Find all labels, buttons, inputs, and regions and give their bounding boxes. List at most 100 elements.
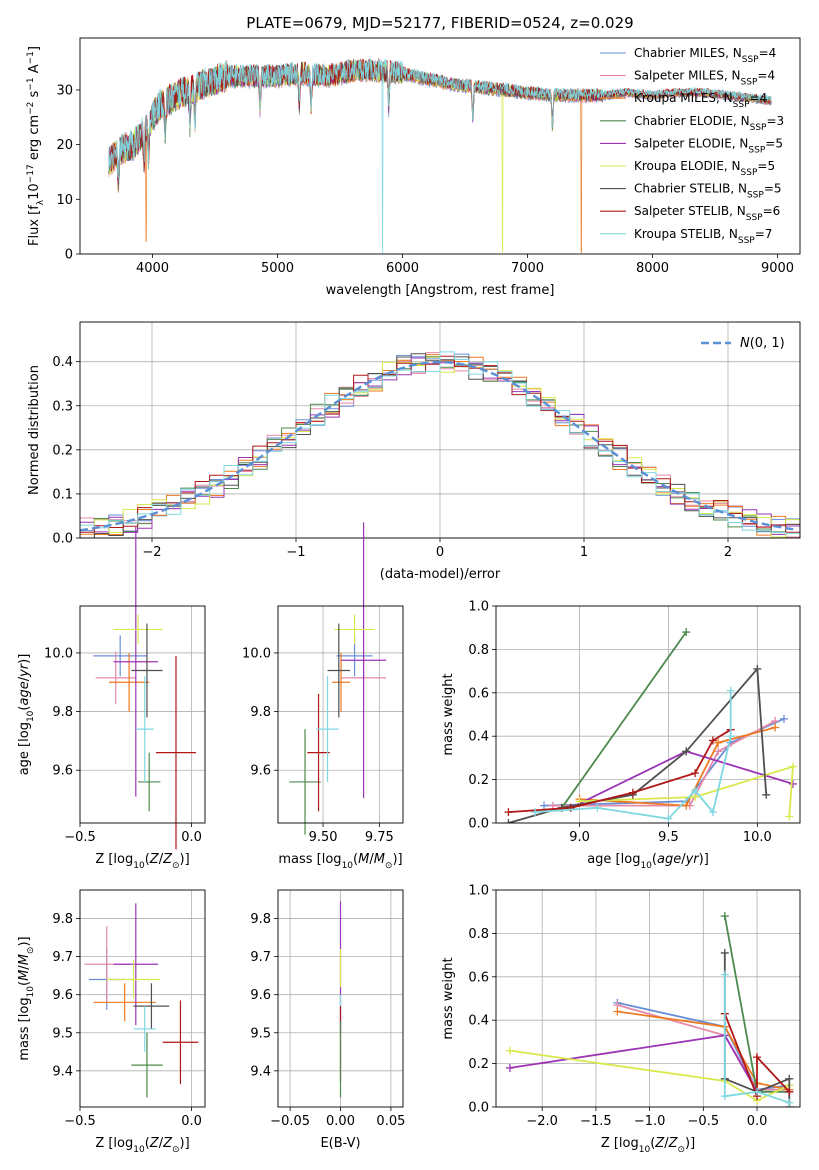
residuals-xtick-label: 0 (436, 545, 444, 560)
age-vs-Z-point-chabrier-stelib (131, 623, 163, 718)
mass-weight-vs-Z-ytick-label: 0.6 (468, 970, 489, 985)
residuals-xtick-label: 1 (580, 545, 588, 560)
mass-weight-vs-Z-ytick-label: 0.2 (468, 1057, 489, 1072)
mass-weight-vs-Z-marker (753, 1087, 762, 1096)
mass-weight-vs-Z-marker (720, 948, 729, 957)
mass-weight-vs-Z-series (505, 912, 794, 1107)
mass-weight-vs-Z-marker (785, 1098, 794, 1107)
spectrum-ytick-label: 20 (56, 138, 73, 153)
mass-weight-vs-Z-xtick-label: −2.0 (526, 1114, 558, 1129)
age-vs-mass-xlabel: mass [log10(M/M⊙)] (278, 852, 402, 871)
mass-weight-vs-Z-marker (505, 1046, 514, 1055)
legend-entry: Chabrier MILES, NSSP=4 (634, 46, 776, 65)
mass-weight-vs-age-marker (531, 808, 540, 817)
spectrum-xtick-label: 7000 (511, 261, 544, 276)
mass-weight-vs-age-ytick-label: 0.2 (468, 773, 489, 788)
mass-vs-Z-point-chabrier-elodie (131, 1032, 163, 1098)
mass-weight-vs-age-marker (504, 808, 513, 817)
age-vs-Z-point-chabrier-elodie (138, 752, 161, 812)
mass-weight-vs-Z-path (617, 1001, 790, 1091)
mass-weight-vs-age-xtick-label: 9.0 (569, 830, 590, 845)
age-vs-mass-point-kroupa-miles (332, 652, 351, 712)
legend-entry: Salpeter STELIB, NSSP=6 (634, 204, 780, 223)
figure-title: PLATE=0679, MJD=52177, FIBERID=0524, z=0… (246, 14, 633, 32)
residuals-frame (79, 321, 801, 539)
mass-vs-Z-point-salpeter-stelib (162, 1000, 199, 1085)
mass-weight-vs-age-marker (540, 801, 548, 810)
residuals-ylabel: Normed distribution (27, 365, 42, 495)
mass-weight-vs-age-marker (708, 808, 717, 817)
mass-weight-vs-age-marker (682, 801, 691, 810)
mass-weight-vs-Z-xtick-label: −1.0 (634, 1114, 666, 1129)
mass-weight-vs-age-ytick-label: 1.0 (468, 600, 489, 615)
mass-vs-Z-ylabel: mass [log10(M/M⊙)] (17, 936, 36, 1060)
mass-weight-vs-age-marker (726, 686, 735, 695)
age-vs-Z-ytick-label: 10.0 (44, 646, 73, 661)
mass-vs-Z-ytick-label: 9.8 (52, 912, 73, 927)
mass-vs-ebv-xtick-label: 0.00 (326, 1114, 355, 1129)
residuals-xlabel: (data-model)/error (380, 567, 501, 582)
spectrum-frame (79, 37, 801, 255)
residuals-legend-entry: N(0, 1) (740, 336, 785, 351)
mass-weight-vs-Z-path (723, 1013, 790, 1097)
age-vs-Z-point-kroupa-miles (109, 652, 150, 712)
spectrum-xtick-label: 4000 (136, 261, 169, 276)
mass-vs-Z-point-kroupa-elodie (106, 960, 161, 999)
age-vs-mass-ytick-label: 9.8 (250, 705, 271, 720)
mass-weight-vs-age-ytick-label: 0.0 (468, 817, 489, 832)
mass-weight-vs-Z-marker (785, 1087, 794, 1096)
legend-entry: Chabrier STELIB, NSSP=5 (634, 182, 782, 201)
mass-weight-vs-Z-ytick-label: 1.0 (468, 884, 489, 899)
mass-weight-vs-Z-marker (505, 1063, 514, 1072)
mass-weight-vs-age-marker (780, 714, 788, 723)
residuals-ytick-label: 0.0 (52, 532, 73, 547)
mass-weight-vs-age-ytick-label: 0.6 (468, 686, 489, 701)
spectrum-xtick-label: 9000 (761, 261, 794, 276)
mass-weight-vs-age-marker (593, 803, 602, 812)
mass-weight-vs-Z-axes: −2.0 −1.5 −1.0 −0.5 0.0 0.0 0.2 0.4 0.6 0.8 1.0 (468, 884, 800, 1129)
legend-entry: Chabrier ELODIE, NSSP=3 (634, 114, 784, 133)
mass-weight-vs-age-marker (682, 628, 691, 637)
age-vs-mass-point-chabrier-elodie (289, 729, 321, 835)
mass-vs-ebv-ytick-label: 9.6 (250, 988, 271, 1003)
mass-weight-vs-Z-marker (785, 1074, 794, 1083)
mass-vs-Z-xtick-label: 0.0 (181, 1114, 202, 1129)
mass-weight-vs-age-marker (788, 762, 797, 771)
mass-weight-vs-age-marker (726, 732, 735, 741)
mass-weight-vs-age-path (561, 631, 687, 809)
residuals-ytick-label: 0.4 (52, 355, 73, 370)
mass-weight-vs-Z-xtick-label: −1.5 (580, 1114, 612, 1129)
legend-entry: Salpeter ELODIE, NSSP=5 (634, 136, 783, 155)
legend-entry: Kroupa STELIB, NSSP=7 (634, 227, 772, 246)
mass-weight-vs-age-marker (714, 738, 723, 747)
age-vs-Z-xtick-label: 0.0 (181, 830, 202, 845)
spectrum-xtick-label: 8000 (636, 261, 669, 276)
mass-weight-vs-age-xtick-label: 9.5 (658, 830, 679, 845)
residuals-gaussian-curve (80, 360, 798, 532)
spectrum-ytick-label: 10 (56, 193, 73, 208)
mass-weight-vs-age-marker (664, 814, 673, 823)
mass-weight-vs-age-marker (771, 723, 780, 732)
legend-entry: Kroupa MILES, NSSP=4 (634, 91, 767, 110)
age-vs-Z-point-salpeter-elodie (113, 526, 159, 797)
age-vs-mass-xtick-label: 9.75 (365, 830, 394, 845)
mass-weight-vs-age-marker (788, 779, 797, 788)
mass-vs-ebv-ytick-label: 9.5 (250, 1026, 271, 1041)
spectrum-lines (108, 57, 772, 254)
legend-entry: Kroupa ELODIE, NSSP=5 (634, 159, 775, 178)
residuals-ytick-label: 0.2 (52, 443, 73, 458)
mass-weight-vs-Z-marker (613, 1007, 622, 1016)
age-vs-mass-point-salpeter-elodie (341, 522, 387, 799)
mass-weight-vs-age-marker (753, 664, 762, 673)
spectrum-series-kroupa-stelib (108, 58, 772, 254)
age-vs-Z-point-kroupa-elodie (113, 614, 163, 645)
mass-vs-ebv-xtick-label: −0.05 (270, 1114, 310, 1129)
mass-weight-vs-age-xtick-label: 10.0 (743, 830, 772, 845)
mass-weight-vs-age-marker (682, 747, 691, 756)
mass-weight-vs-age-ytick-label: 0.8 (468, 643, 489, 658)
mass-weight-vs-age-path (508, 728, 732, 813)
residuals-xtick-label: −2 (142, 545, 161, 560)
mass-vs-Z-ytick-label: 9.4 (52, 1064, 73, 1079)
residuals-ytick-label: 0.1 (52, 487, 73, 502)
